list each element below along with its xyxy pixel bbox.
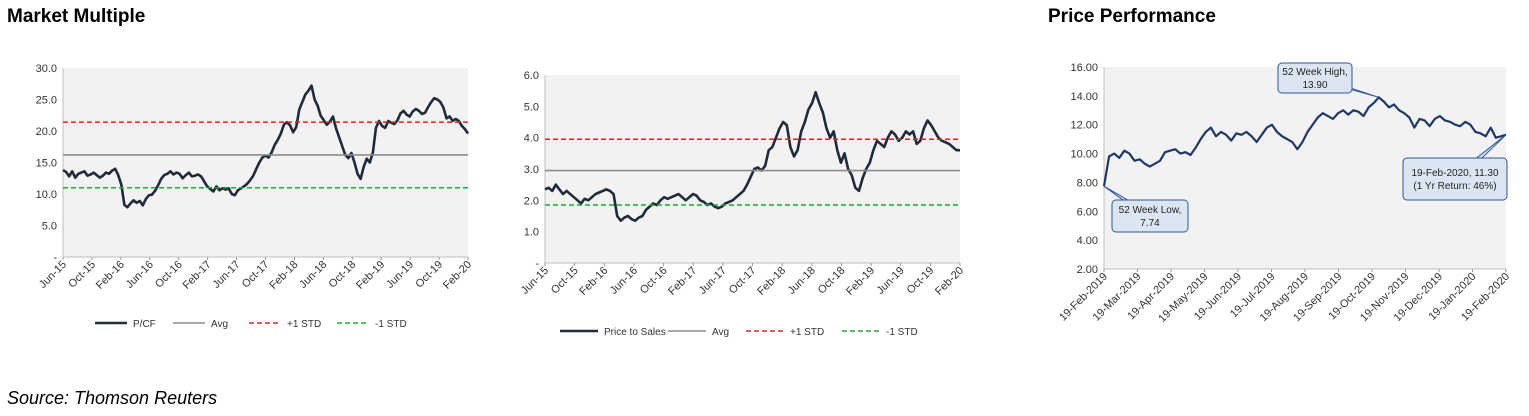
callout-latest: 19-Feb-2020, 11.30 (1 Yr Return: 46%) xyxy=(1402,134,1508,201)
y-tick-label: 5.0 xyxy=(524,101,539,113)
x-tick-label: Feb-20 xyxy=(933,265,966,298)
source-note: Source: Thomson Reuters xyxy=(7,388,218,408)
legend-label: -1 STD xyxy=(375,319,407,330)
x-tick-label: Jun-19 xyxy=(875,265,907,297)
legend-label: Avg xyxy=(211,319,228,330)
x-tick-label: Oct-15 xyxy=(549,265,581,297)
y-tick-label: 25.0 xyxy=(36,95,57,107)
y-tick-label: 3.0 xyxy=(524,164,539,176)
callout-line-1: 19-Feb-2020, 11.30 xyxy=(1411,168,1499,179)
callout-box xyxy=(1277,62,1353,94)
x-tick-label: Feb-19 xyxy=(354,259,387,292)
x-tick-label: Oct-16 xyxy=(638,265,670,297)
y-tick-label: 30.0 xyxy=(36,63,57,75)
legend-label: Avg xyxy=(712,327,729,338)
callout-line-2: 7.74 xyxy=(1140,218,1160,229)
x-tick-label: Feb-19 xyxy=(844,265,877,298)
plot-area xyxy=(63,68,468,257)
y-tick-label: - xyxy=(535,258,539,270)
y-tick-label: 4.00 xyxy=(1077,235,1098,247)
callout-52-week-low: 52 Week Low, 7.74 xyxy=(1103,185,1189,233)
y-tick-label: 5.0 xyxy=(42,221,57,233)
y-tick-label: 10.00 xyxy=(1070,149,1098,161)
x-tick-label: Jun-16 xyxy=(608,265,640,297)
market-multiple-title: Market Multiple xyxy=(7,6,146,27)
callout-line-1: 52 Week High, xyxy=(1282,67,1347,78)
y-tick-label: 14.00 xyxy=(1070,91,1098,103)
x-tick-label: Feb-18 xyxy=(267,259,300,292)
y-tick-label: 6.0 xyxy=(524,70,539,82)
y-tick-label: 8.00 xyxy=(1077,177,1098,189)
x-tick-label: Oct-19 xyxy=(413,259,445,291)
pcf-chart: -5.010.015.020.025.030.0Jun-15Oct-15Feb-… xyxy=(36,63,475,330)
callout-52-week-high: 52 Week High, 13.90 xyxy=(1277,62,1379,98)
y-tick-label: 20.0 xyxy=(36,126,57,138)
legend-label: -1 STD xyxy=(886,327,918,338)
callout-box xyxy=(1402,157,1508,201)
price-performance-title: Price Performance xyxy=(1048,6,1216,27)
y-tick-label: - xyxy=(53,252,57,264)
x-tick-label: Feb-18 xyxy=(755,265,788,298)
x-tick-label: Jun-19 xyxy=(384,259,416,291)
y-tick-label: 4.0 xyxy=(524,133,539,145)
y-tick-label: 6.00 xyxy=(1077,206,1098,218)
plot-area xyxy=(545,75,960,263)
callout-box xyxy=(1111,199,1189,233)
x-tick-label: Feb-16 xyxy=(94,259,127,292)
series-line-price xyxy=(1102,96,1507,187)
x-tick-label: Jun-16 xyxy=(124,259,156,291)
y-tick-label: 12.00 xyxy=(1070,120,1098,132)
legend-label: Price to Sales xyxy=(604,327,666,338)
y-tick-label: 2.0 xyxy=(524,195,539,207)
x-tick-label: Jun-18 xyxy=(786,265,818,297)
legend-label: P/CF xyxy=(133,319,156,330)
x-tick-label: Jun-17 xyxy=(210,259,242,291)
x-tick-label: Oct-19 xyxy=(905,265,937,297)
callout-line-2: (1 Yr Return: 46%) xyxy=(1413,181,1496,192)
y-tick-label: 10.0 xyxy=(36,189,57,201)
y-tick-label: 2.00 xyxy=(1077,264,1098,276)
x-tick-label: Oct-16 xyxy=(153,259,185,291)
x-tick-label: Jun-18 xyxy=(297,259,329,291)
y-tick-label: 16.00 xyxy=(1070,62,1098,74)
price-to-sales-chart: -1.02.03.04.05.06.0Jun-15Oct-15Feb-16Jun… xyxy=(519,70,966,338)
callout-line-1: 52 Week Low, xyxy=(1119,205,1182,216)
x-tick-label: Oct-17 xyxy=(240,259,272,291)
x-tick-label: Feb-17 xyxy=(181,259,214,292)
x-tick-label: Oct-15 xyxy=(66,259,98,291)
x-tick-label: Feb-20 xyxy=(441,259,474,292)
legend-label: +1 STD xyxy=(287,319,321,330)
x-tick-label: Feb-16 xyxy=(577,265,610,298)
callout-line-2: 13.90 xyxy=(1302,80,1327,91)
x-tick-label: Oct-18 xyxy=(816,265,848,297)
legend-label: +1 STD xyxy=(790,327,824,338)
x-tick-label: Oct-17 xyxy=(727,265,759,297)
x-tick-label: Jun-17 xyxy=(697,265,729,297)
x-tick-label: Oct-18 xyxy=(327,259,359,291)
y-tick-label: 1.0 xyxy=(524,227,539,239)
price-performance-chart: 2.00 4.00 6.00 8.00 10.00 12.00 14.00 16.00 19-F… xyxy=(1057,62,1512,325)
series-line-price-to-sales xyxy=(544,90,960,222)
y-tick-label: 15.0 xyxy=(36,158,57,170)
x-tick-label: Feb-17 xyxy=(666,265,699,298)
